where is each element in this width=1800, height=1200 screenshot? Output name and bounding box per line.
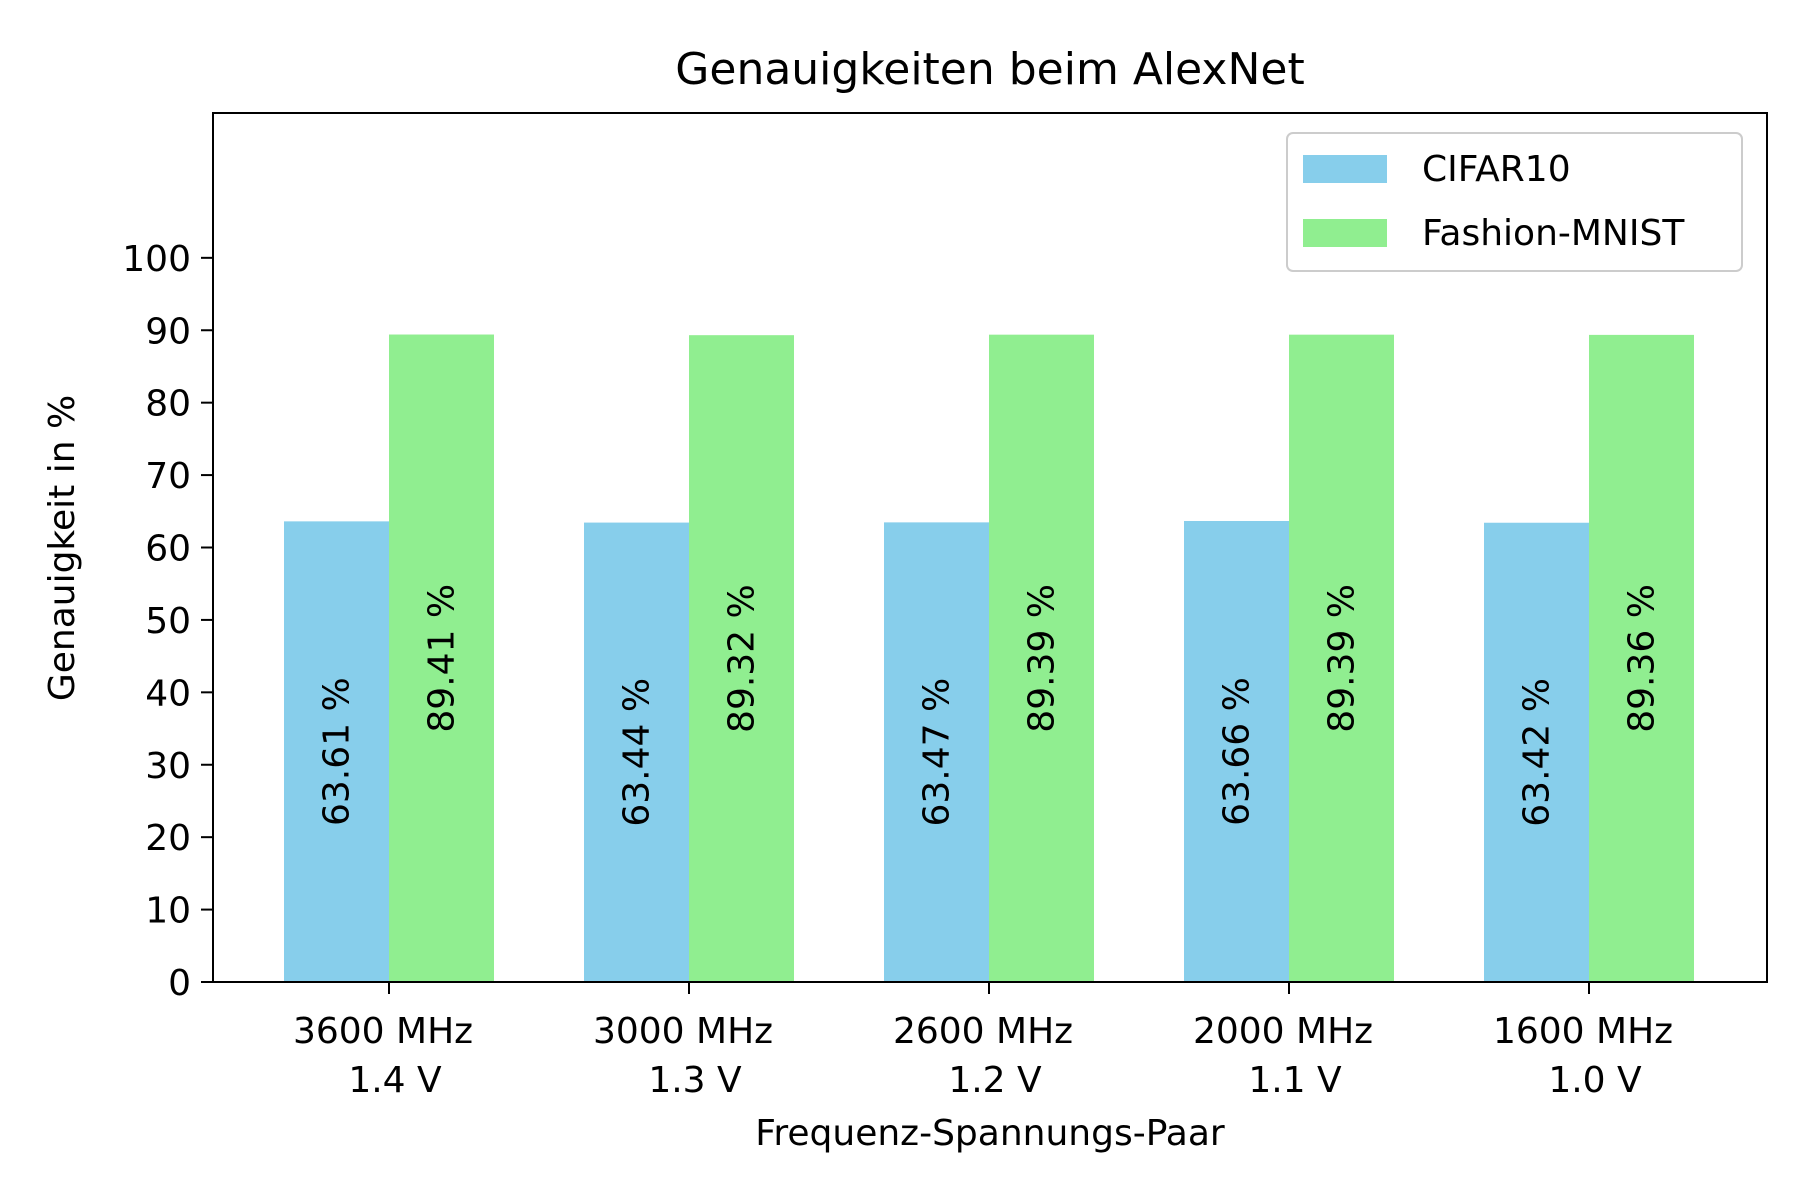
bar-fashion-mnist-4 bbox=[1589, 334, 1694, 983]
x-tick-label: 3600 MHz 1.4 V bbox=[293, 1011, 473, 1101]
bar-value-label: 89.39 % bbox=[1322, 584, 1363, 733]
bar-value-label: 63.42 % bbox=[1517, 678, 1558, 827]
x-tick-label: 2000 MHz 1.1 V bbox=[1193, 1011, 1373, 1101]
x-axis-label: Frequenz-Spannungs-Paar bbox=[755, 1113, 1225, 1154]
y-axis: 0 10 20 30 40 50 60 70 80 90 100 bbox=[122, 239, 213, 1004]
y-axis-label: Genauigkeit in % bbox=[42, 395, 83, 701]
y-tick-label: 60 bbox=[145, 529, 191, 570]
y-tick-label: 100 bbox=[122, 239, 191, 280]
bar-cifar10-2 bbox=[884, 522, 989, 982]
bar-value-label: 89.39 % bbox=[1022, 584, 1063, 733]
bar-value-label: 63.61 % bbox=[317, 677, 358, 826]
bar-cifar10-4 bbox=[1484, 522, 1589, 982]
legend-swatch-cifar10 bbox=[1303, 155, 1387, 183]
bar-value-label: 63.44 % bbox=[617, 678, 658, 827]
y-tick-label: 70 bbox=[145, 456, 191, 497]
bar-cifar10-0 bbox=[284, 521, 389, 982]
x-tick-label: 3000 MHz 1.3 V bbox=[593, 1011, 773, 1101]
legend-frame bbox=[1286, 132, 1743, 272]
bar-value-label: 89.36 % bbox=[1622, 584, 1663, 733]
bar-cifar10-3 bbox=[1184, 520, 1289, 982]
y-tick-label: 50 bbox=[145, 601, 191, 642]
bar-labels-layer: 63.61 % 63.44 % 63.47 % 63.66 % 63.42 % 89.41… bbox=[317, 584, 1663, 827]
y-tick-label: 20 bbox=[145, 818, 191, 859]
legend: CIFAR10 Fashion-MNIST bbox=[1286, 132, 1743, 272]
bar-fashion-mnist-3 bbox=[1289, 334, 1394, 982]
x-tick-label: 2600 MHz 1.2 V bbox=[893, 1011, 1073, 1101]
y-tick-label: 10 bbox=[145, 891, 191, 932]
bar-value-label: 63.66 % bbox=[1217, 677, 1258, 826]
bar-value-label: 89.41 % bbox=[422, 584, 463, 733]
y-tick-label: 0 bbox=[168, 963, 191, 1004]
legend-swatch-fashion-mnist bbox=[1303, 219, 1387, 247]
bar-fashion-mnist-0 bbox=[389, 334, 494, 982]
x-axis: 3600 MHz 1.4 V 3000 MHz 1.3 V 2600 MHz 1.2 V 2… bbox=[293, 982, 1673, 1101]
legend-label-cifar10: CIFAR10 bbox=[1422, 149, 1571, 190]
legend-label-fashion-mnist: Fashion-MNIST bbox=[1422, 213, 1685, 254]
y-tick-label: 90 bbox=[145, 311, 191, 352]
bar-fashion-mnist-1 bbox=[689, 335, 794, 983]
bar-cifar10-1 bbox=[584, 522, 689, 982]
bar-value-label: 63.47 % bbox=[917, 678, 958, 827]
y-tick-label: 30 bbox=[145, 746, 191, 787]
x-tick-label: 1600 MHz 1.0 V bbox=[1493, 1011, 1673, 1101]
bar-value-label: 89.32 % bbox=[722, 584, 763, 733]
y-tick-label: 40 bbox=[145, 673, 191, 714]
y-tick-label: 80 bbox=[145, 384, 191, 425]
bars-layer bbox=[284, 334, 1694, 983]
bar-fashion-mnist-2 bbox=[989, 334, 1094, 982]
chart-title: Genauigkeiten beim AlexNet bbox=[675, 44, 1304, 95]
